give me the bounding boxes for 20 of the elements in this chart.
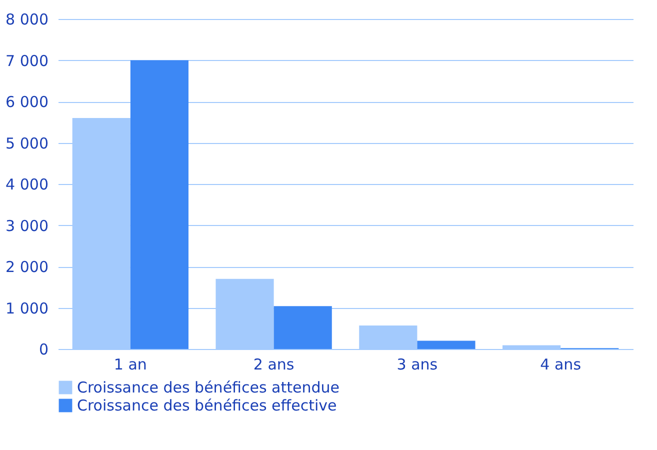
y-tick-label: 0 <box>38 340 48 358</box>
x-tick-label: 3 ans <box>396 356 438 374</box>
x-tick-label: 4 ans <box>540 356 582 374</box>
y-tick-label: 3 000 <box>6 216 48 235</box>
legend-label: Croissance des bénéfices effective <box>77 396 337 414</box>
bar <box>274 306 332 349</box>
y-tick-label: 7 000 <box>6 52 48 70</box>
x-tick-label: 2 ans <box>253 356 294 374</box>
y-tick-label: 8 000 <box>6 10 48 28</box>
y-tick-label: 5 000 <box>6 134 48 152</box>
y-tick-label: 1 000 <box>6 299 48 318</box>
y-tick-label: 2 000 <box>6 258 48 276</box>
bar <box>359 325 418 349</box>
y-tick-label: 4 000 <box>6 176 48 194</box>
y-tick-label: 6 000 <box>6 93 48 111</box>
legend-label: Croissance des bénéfices attendue <box>77 378 340 396</box>
bar <box>130 60 188 349</box>
x-tick-label: 1 an <box>114 356 147 374</box>
bar <box>502 345 561 349</box>
bar <box>417 340 476 349</box>
